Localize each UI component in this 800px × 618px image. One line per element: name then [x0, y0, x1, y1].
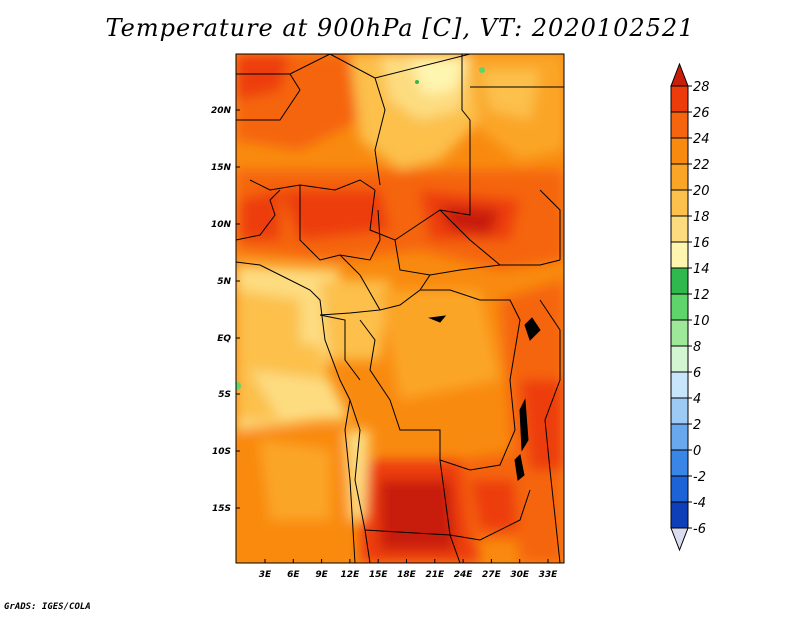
- colorbar-label: 14: [693, 262, 710, 277]
- lakes: [428, 315, 541, 481]
- country-borders: [236, 54, 564, 563]
- colorbar-segment: [670, 137, 689, 165]
- colorbar-segment: [670, 163, 689, 191]
- lon-tick-label: 21E: [425, 570, 445, 580]
- colorbar-label: 2: [693, 418, 701, 433]
- colorbar-bottom-arrow: [670, 527, 689, 552]
- temperature-field: [236, 54, 564, 563]
- colorbar-segment: [670, 267, 689, 295]
- lon-tick-label: 9E: [315, 570, 328, 580]
- colorbar-segment: [670, 215, 689, 243]
- colorbar-segment: [670, 449, 689, 477]
- map-frame: [235, 53, 565, 564]
- longitude-axis: 3E 6E 9E 12E 15E 18E 21E 24E 27E 30E 33E: [259, 559, 558, 580]
- colorbar-segment: [670, 501, 689, 529]
- colorbar-label: 20: [693, 184, 710, 199]
- lat-tick-label: EQ: [217, 334, 231, 344]
- lon-tick-label: 27E: [482, 570, 502, 580]
- colorbar-label: 22: [693, 158, 710, 173]
- colorbar-top-arrow: [670, 62, 689, 87]
- colorbar-segment: [670, 189, 689, 217]
- lon-tick-label: 18E: [397, 570, 417, 580]
- colorbar-label: 10: [693, 314, 710, 329]
- colorbar-label: 0: [693, 444, 701, 459]
- colorbar-label: -4: [693, 496, 706, 511]
- colorbar-segment: [670, 475, 689, 503]
- lon-tick-label: 15E: [369, 570, 389, 580]
- credit-text: GrADS: IGES/COLA: [4, 602, 91, 612]
- lon-tick-label: 6E: [287, 570, 300, 580]
- chart-title: Temperature at 900hPa [C], VT: 202010252…: [105, 14, 695, 42]
- colorbar-label: 12: [693, 288, 710, 303]
- colorbar-segment: [670, 371, 689, 399]
- colorbar-label: 8: [693, 340, 701, 355]
- colorbar-segment: [670, 111, 689, 139]
- colorbar-label: 24: [693, 132, 710, 147]
- latitude-axis: 20N 15N 10N 5N EQ 5S 10S 15S: [211, 106, 240, 514]
- colorbar-segment: [670, 241, 689, 269]
- colorbar-segment: [670, 319, 689, 347]
- lon-tick-label: 24E: [454, 570, 474, 580]
- colorbar-segment: [670, 345, 689, 373]
- lon-tick-label: 30E: [510, 570, 530, 580]
- lat-tick-label: 5S: [218, 390, 231, 400]
- colorbar-label: 28: [693, 80, 710, 95]
- lat-tick-label: 20N: [211, 106, 232, 116]
- colorbar-segment: [670, 397, 689, 425]
- lat-tick-label: 15S: [212, 504, 231, 514]
- colorbar-segment: [670, 293, 689, 321]
- lat-tick-label: 5N: [217, 277, 231, 287]
- colorbar-label: 6: [693, 366, 701, 381]
- colorbar-label: -2: [693, 470, 706, 485]
- lon-tick-label: 12E: [341, 570, 361, 580]
- colorbar-label: 4: [693, 392, 701, 407]
- lat-tick-label: 10N: [211, 220, 232, 230]
- colorbar-label: 16: [693, 236, 710, 251]
- colorbar-label: -6: [693, 522, 706, 537]
- lat-tick-label: 15N: [211, 163, 232, 173]
- colorbar-segment: [670, 423, 689, 451]
- lon-tick-label: 3E: [259, 570, 272, 580]
- lat-tick-label: 10S: [212, 447, 231, 457]
- colorbar-label: 18: [693, 210, 710, 225]
- colorbar-segment: [670, 85, 689, 113]
- colorbar-label: 26: [693, 106, 710, 121]
- lon-tick-label: 33E: [539, 570, 559, 580]
